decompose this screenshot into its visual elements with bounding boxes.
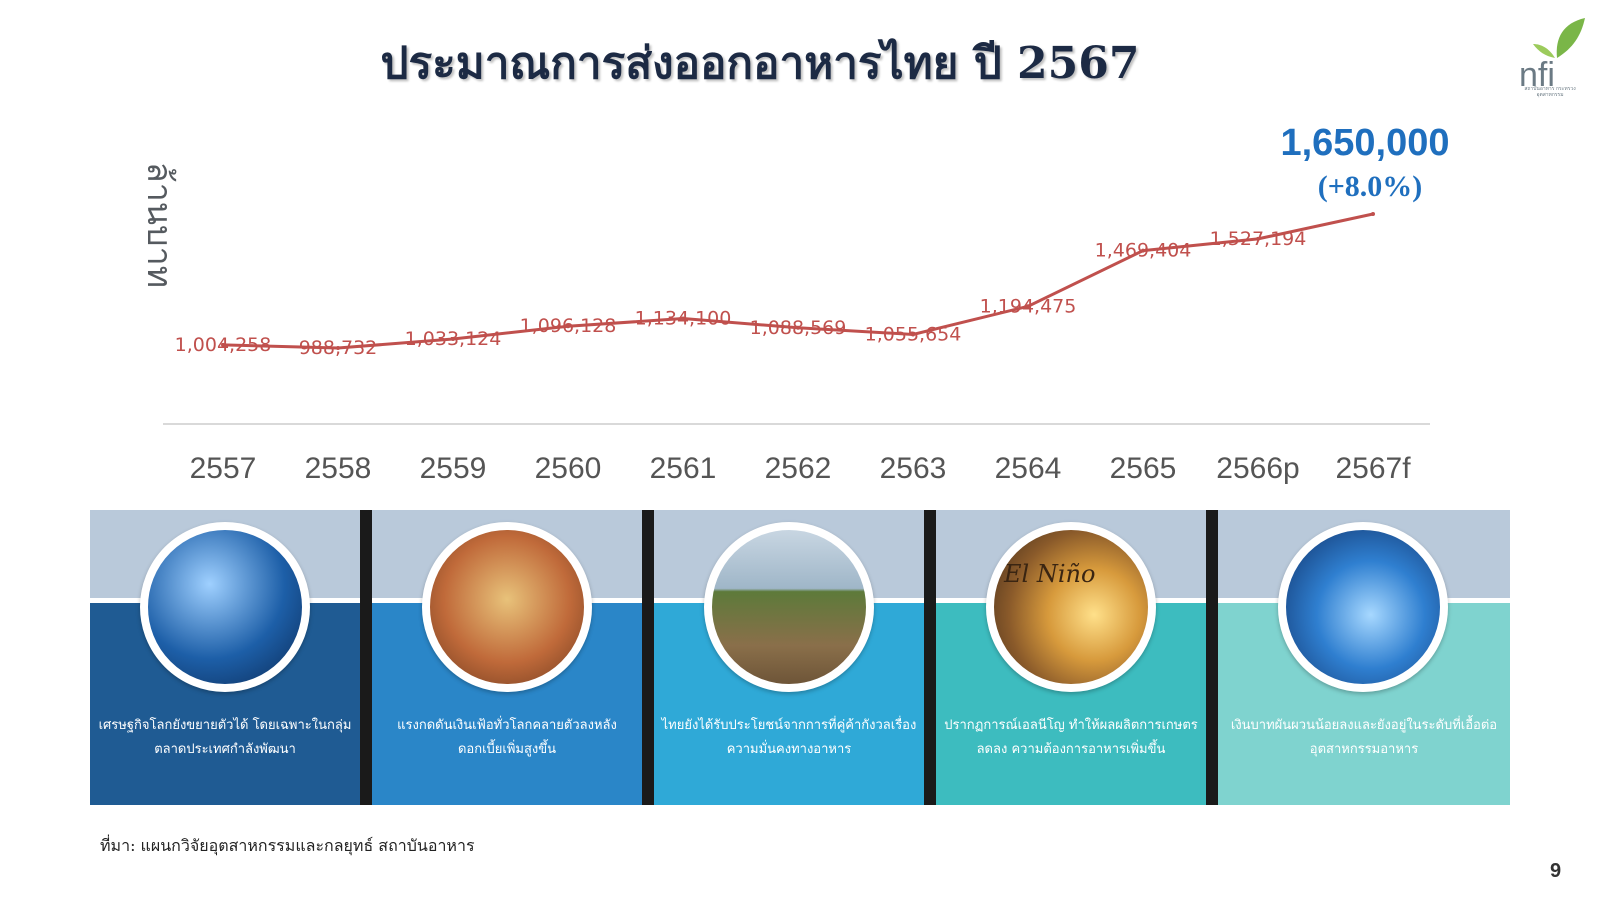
data-point bbox=[1371, 212, 1375, 216]
factor-text-4: ปรากฏการณ์เอลนีโญ ทำให้ผลผลิตการเกษตรลดล… bbox=[944, 718, 1198, 757]
data-label: 1,194,475 bbox=[980, 295, 1077, 317]
panel-separator bbox=[924, 510, 936, 805]
data-point bbox=[566, 324, 570, 329]
factor-panel-5: เงินบาทผันผวนน้อยลงและยังอยู่ในระดับที่เ… bbox=[1218, 510, 1510, 805]
data-point bbox=[1256, 236, 1260, 241]
data-point bbox=[221, 342, 225, 347]
x-tick-label: 2561 bbox=[650, 452, 717, 485]
data-label: 1,527,194 bbox=[1210, 228, 1307, 250]
data-label: 1,134,100 bbox=[635, 308, 732, 330]
x-tick-label: 2566p bbox=[1216, 452, 1299, 485]
inflation-coins-image bbox=[422, 522, 592, 692]
data-label: 1,096,128 bbox=[520, 315, 617, 337]
x-tick-label: 2567f bbox=[1335, 452, 1411, 485]
data-label: 1,004,258 bbox=[175, 334, 272, 356]
factor-panel-3: ไทยยังได้รับประโยชน์จากการที่คู่ค้ากังวล… bbox=[654, 510, 924, 805]
source-note: ที่มา: แผนกวิจัยอุตสาหกรรมและกลยุทธ์ สถา… bbox=[100, 836, 475, 855]
data-point bbox=[681, 316, 685, 321]
factor-text-3: ไทยยังได้รับประโยชน์จากการที่คู่ค้ากังวล… bbox=[661, 718, 917, 757]
logo-subtext: สถาบันอาหาร กระทรวงอุตสาหกรรม bbox=[1524, 86, 1576, 98]
data-label: 988,732 bbox=[299, 337, 378, 359]
x-tick-label: 2562 bbox=[765, 452, 832, 485]
nfi-logo: nfi bbox=[1519, 18, 1585, 94]
el-nino-text: El Niño bbox=[1004, 560, 1096, 588]
x-tick-label: 2558 bbox=[305, 452, 372, 485]
page-number: 9 bbox=[1550, 860, 1562, 882]
factor-text-5: เงินบาทผันผวนน้อยลงและยังอยู่ในระดับที่เ… bbox=[1230, 718, 1498, 757]
farmer-field-image bbox=[704, 522, 874, 692]
page-title: ประมาณการส่งออกอาหารไทย ปี 2567 bbox=[380, 38, 1140, 89]
forecast-growth: (+8.0%) bbox=[1317, 170, 1423, 203]
economy-chart-image bbox=[140, 522, 310, 692]
x-tick-label: 2560 bbox=[535, 452, 602, 485]
data-point bbox=[451, 337, 455, 342]
x-tick-label: 2564 bbox=[995, 452, 1062, 485]
factor-panels: เศรษฐกิจโลกยังขยายตัวได้ โดยเฉพาะในกลุ่ม… bbox=[90, 510, 1510, 805]
x-tick-label: 2565 bbox=[1110, 452, 1177, 485]
data-point bbox=[1141, 248, 1145, 253]
leaf-icon bbox=[1556, 18, 1585, 58]
panel-separator bbox=[642, 510, 654, 805]
factor-text-1: เศรษฐกิจโลกยังขยายตัวได้ โดยเฉพาะในกลุ่ม… bbox=[98, 718, 352, 757]
forecast-value: 1,650,000 bbox=[1280, 122, 1450, 164]
data-label: 1,055,654 bbox=[865, 323, 962, 345]
x-tick-label: 2557 bbox=[190, 452, 257, 485]
data-point bbox=[336, 346, 340, 350]
el-nino-image: El Niño bbox=[986, 522, 1156, 692]
logo-text: nfi bbox=[1519, 56, 1555, 94]
factor-panel-2: แรงกดดันเงินเฟ้อทั่วโลกคลายตัวลงหลังดอกเ… bbox=[372, 510, 642, 805]
x-tick-label: 2559 bbox=[420, 452, 487, 485]
panel-separator bbox=[1206, 510, 1218, 805]
data-point bbox=[796, 325, 800, 330]
panel-separator bbox=[360, 510, 372, 805]
data-point bbox=[911, 332, 915, 337]
data-label: 1,088,569 bbox=[750, 317, 847, 339]
factor-panel-4: El Niño ปรากฏการณ์เอลนีโญ ทำให้ผลผลิตการ… bbox=[936, 510, 1206, 805]
factor-panel-1: เศรษฐกิจโลกยังขยายตัวได้ โดยเฉพาะในกลุ่ม… bbox=[90, 510, 360, 805]
factor-text-2: แรงกดดันเงินเฟ้อทั่วโลกคลายตัวลงหลังดอกเ… bbox=[397, 718, 617, 757]
currency-coins-image bbox=[1278, 522, 1448, 692]
data-point bbox=[1026, 304, 1030, 309]
data-label: 1,469,404 bbox=[1095, 240, 1192, 262]
x-tick-label: 2563 bbox=[880, 452, 947, 485]
line-chart: 1,004,258 2557 988,732 2558 1,033,124 2559 1,0… bbox=[163, 212, 1430, 485]
data-label: 1,033,124 bbox=[405, 328, 502, 350]
